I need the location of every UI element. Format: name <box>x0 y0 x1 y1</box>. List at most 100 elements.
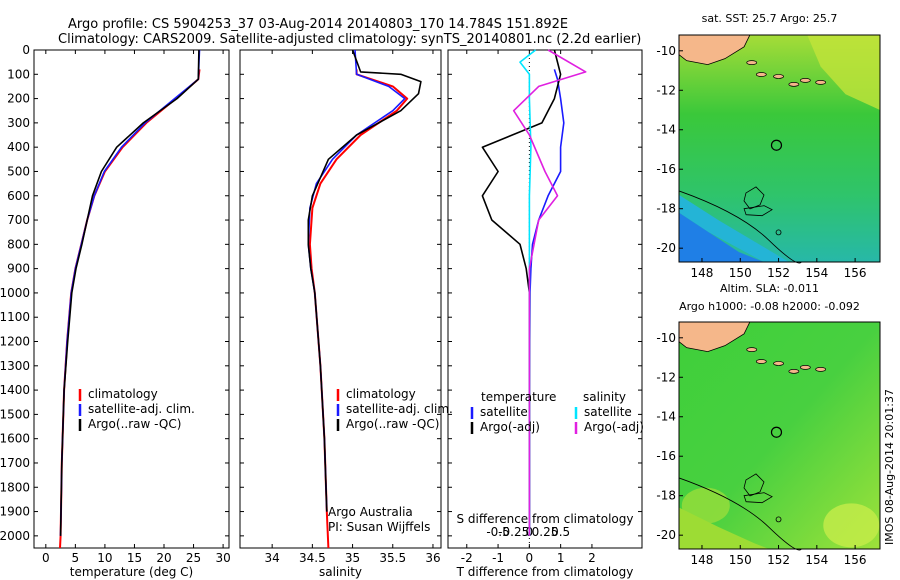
legend-entry: Argo(..raw -QC) <box>88 417 181 431</box>
x-tick-label: 15 <box>127 551 142 565</box>
y-tick-label: 900 <box>7 262 30 276</box>
island <box>746 60 758 65</box>
x-tick-label: 20 <box>156 551 171 565</box>
y-tick-label: 2000 <box>0 529 30 543</box>
legend-entry: satellite-adj. clim. <box>346 402 453 416</box>
x2-tick-label: 0.5 <box>551 525 570 539</box>
series-line-argo-raw-qc- <box>307 49 422 512</box>
x-tick-label: 148 <box>691 553 714 567</box>
y-tick-label: 1300 <box>0 359 30 373</box>
island <box>799 78 811 83</box>
island <box>746 347 758 352</box>
y-tick-label: 1800 <box>0 480 30 494</box>
high-sla-area <box>823 503 880 548</box>
shelf-area <box>679 507 769 549</box>
x-tick-label: 154 <box>805 553 828 567</box>
y-tick-label: 200 <box>7 92 30 106</box>
island <box>815 367 827 372</box>
series-line-salinity-argo-adj- <box>512 49 587 536</box>
y-tick-label: -12 <box>656 83 676 97</box>
y-tick-label: 300 <box>7 116 30 130</box>
y-tick-label: 1700 <box>0 456 30 470</box>
x2-tick-label: -0.5 <box>486 525 509 539</box>
x-axis-label: salinity <box>319 565 362 579</box>
reef-outline <box>743 473 765 497</box>
land-new-guinea <box>678 34 751 66</box>
x-tick-label: -1 <box>492 551 504 565</box>
x-tick-label: 35 <box>345 551 360 565</box>
y-tick-label: -16 <box>656 162 676 176</box>
x-tick-label: 34.5 <box>299 551 326 565</box>
island <box>773 361 784 366</box>
reef-outline <box>775 516 782 523</box>
y-tick-label: 800 <box>7 237 30 251</box>
legend-entry: climatology <box>88 387 158 401</box>
island <box>755 72 767 77</box>
x-tick-label: 5 <box>72 551 80 565</box>
series-line-climatology <box>308 69 409 549</box>
legend-entry: satellite <box>480 405 528 419</box>
map-frame <box>678 34 881 263</box>
legend-entry: satellite-adj. clim. <box>88 402 195 416</box>
reef-outline <box>743 205 773 217</box>
x-tick-label: 156 <box>844 553 867 567</box>
y-tick-label: 1100 <box>0 310 30 324</box>
x-tick-label: 0 <box>526 551 534 565</box>
legend-entry: Argo(..raw -QC) <box>346 417 439 431</box>
y-tick-label: 100 <box>7 67 30 81</box>
legend-entry: climatology <box>346 387 416 401</box>
island <box>773 74 784 79</box>
warm-water-area <box>807 35 880 111</box>
annotation-pi: PI: Susan Wijffels <box>328 520 430 534</box>
x-tick-label: 150 <box>729 266 752 280</box>
x-tick-label: 152 <box>767 266 790 280</box>
high-sla-area <box>681 487 730 524</box>
x-tick-label: 150 <box>729 553 752 567</box>
series-line-temperature-satellite <box>528 69 565 536</box>
island <box>815 80 827 85</box>
x-tick-label: 0 <box>42 551 50 565</box>
island <box>755 359 767 364</box>
y-tick-label: 1600 <box>0 432 30 446</box>
legend-header-salinity: salinity <box>583 390 626 404</box>
plot-frame <box>239 49 442 549</box>
series-line-climatology <box>59 69 201 549</box>
y-tick-label: -18 <box>656 489 676 503</box>
reef-outline <box>743 492 773 504</box>
series-line-argo-raw-qc- <box>59 49 200 536</box>
argo-float-marker <box>770 139 783 151</box>
y-tick-label: 400 <box>7 140 30 154</box>
y-tick-label: 1200 <box>0 335 30 349</box>
series-line-satellite-adj-clim- <box>59 49 201 536</box>
y-tick-label: -18 <box>656 202 676 216</box>
deep-water-area <box>679 212 764 262</box>
island <box>799 365 811 370</box>
x2-axis-label: S difference from climatology <box>457 512 634 526</box>
series-line-satellite-adj-clim- <box>307 49 406 512</box>
profile-panel-3: -2 -1 0 1 2T difference from climatology -0.5… <box>447 49 644 579</box>
x-tick-label: 30 <box>215 551 230 565</box>
y-tick-label: -10 <box>656 44 676 58</box>
x-tick-label: 154 <box>805 266 828 280</box>
y-tick-label: -10 <box>656 331 676 345</box>
map-subtitle: Argo h1000: -0.08 h2000: -0.092 <box>679 300 860 313</box>
y-tick-label: -14 <box>656 410 676 424</box>
x2-tick-label: -0.25 <box>498 525 529 539</box>
map-panel-2: 148 150 152 154 156 -10 -12 -14 -16 -18 -20 Altim. … <box>656 282 881 567</box>
argo-float-marker <box>770 426 783 438</box>
reef-outline <box>743 186 765 210</box>
figure-title-line2: Climatology: CARS2009. Satellite-adjuste… <box>58 32 641 47</box>
x2-tick-label: 0.25 <box>532 525 559 539</box>
map-title: Altim. SLA: -0.011 <box>720 282 819 295</box>
island <box>788 368 800 374</box>
x-tick-label: 1 <box>557 551 565 565</box>
y-tick-label: -20 <box>656 241 676 255</box>
y-tick-label: 1900 <box>0 505 30 519</box>
y-tick-label: 500 <box>7 164 30 178</box>
side-timestamp-label: IMOS 08-Aug-2014 20:01:37 <box>883 389 896 545</box>
y-tick-label: 1500 <box>0 407 30 421</box>
y-tick-label: 0 <box>22 43 30 57</box>
x-axis-label: T difference from climatology <box>456 565 634 579</box>
